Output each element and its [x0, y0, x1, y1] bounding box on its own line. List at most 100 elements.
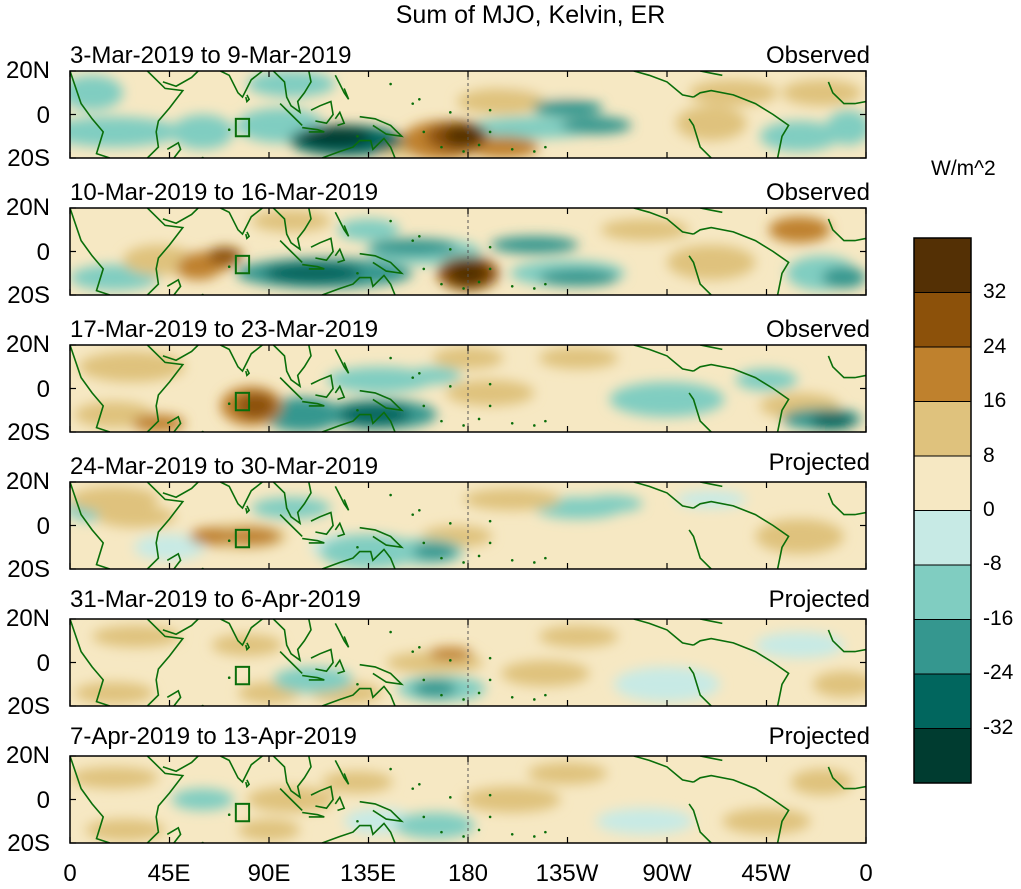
anomaly-region [264, 262, 362, 285]
island-dot [422, 130, 426, 134]
island-dot [462, 150, 465, 153]
island-dot [389, 767, 392, 771]
anomaly-region [134, 534, 205, 561]
coastline [688, 666, 712, 706]
island-dot [477, 143, 481, 147]
coastline [70, 71, 111, 158]
anomaly-region [768, 216, 831, 243]
lat-label-eq: 0 [36, 239, 50, 266]
coastline [302, 263, 325, 270]
panel-2-date: 10-Mar-2019 to 16-Mar-2019 [70, 179, 379, 206]
island-dot [477, 417, 481, 421]
island-dot [389, 493, 392, 497]
anomaly-region [428, 647, 473, 661]
coastline [166, 278, 182, 295]
island-dot [356, 545, 359, 549]
coastline [70, 345, 111, 432]
coastline [633, 71, 694, 98]
coastline [245, 231, 251, 240]
anomaly-region [246, 71, 336, 98]
coastline [70, 482, 111, 569]
coastline [146, 345, 185, 432]
anomaly-region [368, 238, 457, 256]
island-dot [510, 833, 514, 836]
lat-label-20s: 20S [7, 830, 50, 857]
coastline [688, 118, 712, 158]
island-dot [488, 382, 492, 386]
coastline [693, 226, 790, 295]
island-dot [418, 508, 421, 512]
anomaly-region [222, 527, 281, 546]
island-dot [488, 245, 492, 249]
coastline [633, 756, 694, 783]
island-dot [510, 559, 514, 562]
anomaly-region [675, 105, 747, 141]
panel-4-date: 24-Mar-2019 to 30-Mar-2019 [70, 453, 379, 480]
island-dot [227, 128, 231, 132]
coastline [302, 400, 325, 407]
anomaly-region [667, 244, 756, 280]
colorbar-label: -8 [983, 552, 1002, 575]
coastline [279, 514, 303, 537]
island-dot [449, 522, 452, 525]
colorbar-label: 0 [983, 498, 995, 521]
island-dot [488, 656, 492, 660]
lat-label-eq: 0 [36, 513, 50, 540]
coastline [827, 355, 866, 379]
index-box [234, 802, 251, 823]
coastline [279, 377, 303, 400]
coastline [279, 651, 303, 674]
coastline [70, 208, 111, 295]
island-dot [422, 267, 426, 271]
island-dot [440, 282, 443, 286]
island-dot [449, 248, 452, 251]
anomaly-region [443, 125, 484, 148]
anomaly-region [463, 786, 561, 813]
coastline [166, 415, 182, 432]
coastline [146, 482, 185, 569]
coastline [279, 103, 303, 126]
coastline [220, 756, 263, 784]
coastline [220, 482, 263, 510]
island-dot [411, 513, 415, 516]
island-dot [389, 356, 392, 360]
coastline [146, 71, 185, 158]
coastline [302, 126, 325, 133]
coastline [310, 237, 334, 262]
coastline [693, 637, 790, 706]
coastline [272, 482, 312, 526]
coastline [633, 619, 694, 646]
anomaly-region [790, 769, 853, 796]
island-dot [477, 280, 481, 284]
coastline [359, 800, 404, 823]
island-dot [411, 239, 415, 242]
lon-label-90w: 90W [642, 860, 692, 887]
panel-5-date: 31-Mar-2019 to 6-Apr-2019 [70, 586, 361, 613]
island-dot [389, 630, 392, 634]
coastline [688, 529, 712, 569]
panel-1-status: Observed [765, 42, 870, 69]
anomaly-region [538, 625, 619, 648]
island-dot [449, 385, 452, 388]
panel-6-status: Projected [768, 723, 870, 750]
anomaly-region [74, 682, 155, 704]
island-dot [440, 830, 443, 834]
island-dot [356, 408, 359, 412]
coastline [321, 822, 396, 843]
coastline [334, 384, 346, 401]
colorbar-swatch [913, 401, 972, 457]
lon-label-135e: 135E [339, 860, 397, 887]
island-dot [422, 815, 426, 819]
island-dot [488, 793, 492, 797]
anomaly-region [755, 632, 844, 659]
island-dot [477, 554, 481, 558]
island-dot [389, 82, 392, 86]
coastline [166, 552, 182, 569]
anomaly-region [532, 99, 603, 117]
index-box [234, 528, 251, 549]
panel-3-date: 17-Mar-2019 to 23-Mar-2019 [70, 316, 379, 343]
anomaly-region [251, 497, 331, 519]
coastline [310, 511, 334, 536]
coastline [334, 760, 350, 785]
